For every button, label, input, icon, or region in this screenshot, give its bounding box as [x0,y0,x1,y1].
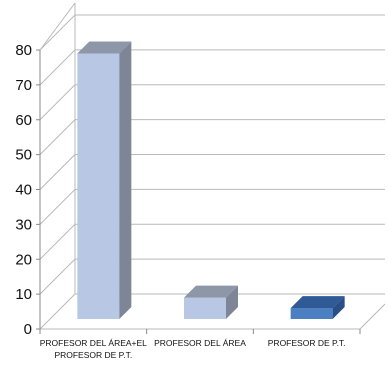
y-tick-label: 50 [15,147,32,164]
y-tick-label: 80 [15,42,32,59]
bar-front [184,297,226,319]
bar [290,296,345,319]
bar-side [226,285,238,319]
y-tick-labels: 0 10 20 30 40 50 60 70 80 [15,42,32,338]
bars [77,41,345,320]
category-labels: PROFESOR DEL ÁREA+EL PROFESOR DE P.T. PROF… [40,338,346,360]
bar-front [290,308,333,319]
y-tick-label: 60 [15,112,32,129]
bar-top [184,285,238,298]
axes [36,49,386,334]
bar-top [290,296,345,309]
bar-top [77,41,132,54]
y-tick-label: 20 [15,251,32,268]
bar-side [332,296,345,319]
bar-front [77,53,120,320]
category-label: PROFESOR DEL ÁREA+EL [40,338,147,348]
category-label: PROFESOR DEL ÁREA [154,338,246,348]
category-label: PROFESOR DE P.T. [268,338,346,348]
bar [77,41,132,320]
y-tick-label: 40 [15,182,32,199]
gridlines [39,2,385,330]
category-label: PROFESOR DE P.T. [54,350,132,360]
y-tick-label: 0 [24,321,32,338]
side-wall-top-edge [39,2,76,51]
y-tick-label: 10 [15,286,32,303]
y-tick-label: 30 [15,216,32,233]
y-tick-label: 70 [15,77,32,94]
bar-side [119,41,132,320]
bar [184,285,238,319]
